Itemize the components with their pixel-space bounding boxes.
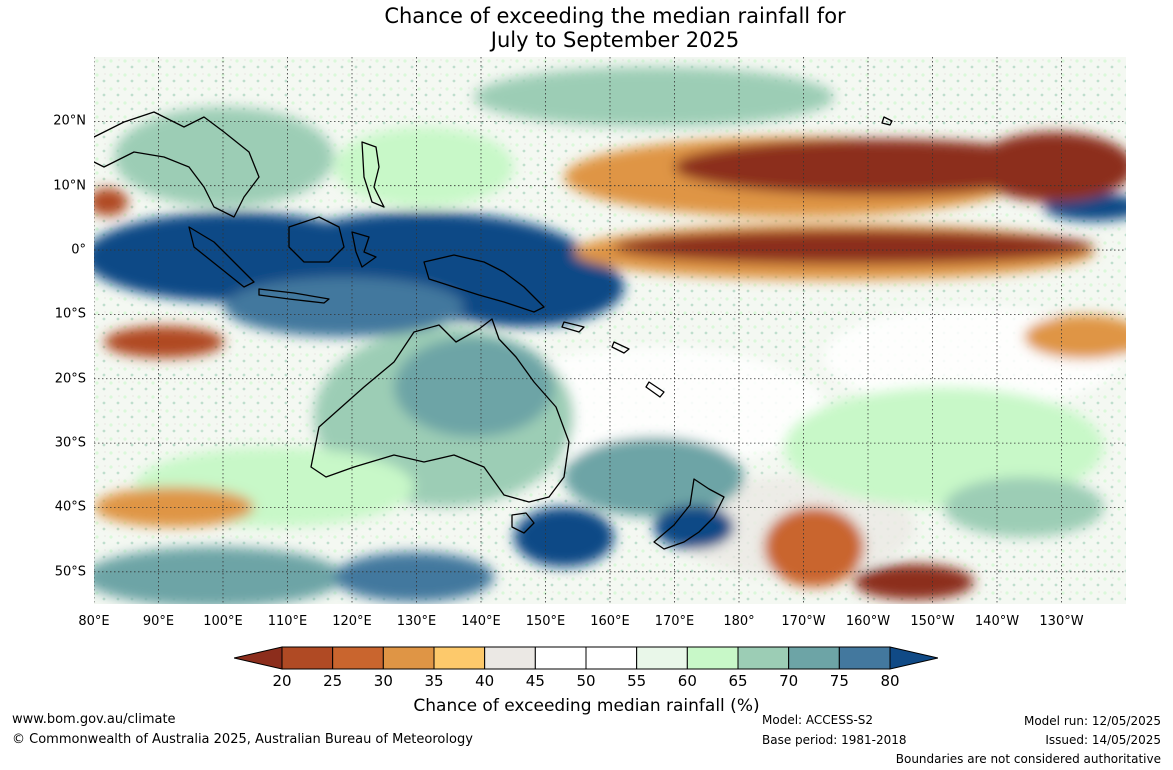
longitude-label: 150°E [525, 614, 566, 629]
longitude-label: 130°E [396, 614, 437, 629]
latitude-label: 10°N [53, 178, 86, 194]
colorbar-segment [686, 646, 739, 670]
longitude-label: 180° [723, 614, 755, 629]
colorbar-segment [585, 646, 638, 670]
colorbar-segment [281, 646, 334, 670]
colorbar-segment [382, 646, 435, 670]
longitude-label: 170°E [654, 614, 695, 629]
map-title: Chance of exceeding the median rainfall … [0, 4, 1173, 52]
latitude-label: 20°N [53, 113, 86, 129]
longitude-label: 130°W [1039, 614, 1084, 629]
probability-field [94, 67, 1126, 604]
latitude-label: 30°S [54, 435, 86, 451]
colorbar-segment [788, 646, 840, 670]
colorbar-segment [737, 646, 790, 670]
colorbar-tick-label: 75 [829, 672, 849, 690]
longitude-label: 100°E [203, 614, 243, 629]
longitude-label: 90°E [142, 614, 175, 629]
colorbar-segment [433, 646, 486, 670]
latitude-label: 40°S [54, 499, 86, 515]
footer-website: www.bom.gov.au/climate [12, 712, 176, 727]
colorbar-tick-label: 20 [272, 672, 292, 690]
colorbar-tick-label: 55 [627, 672, 647, 690]
graticule [94, 57, 1126, 604]
colorbar-tick-label: 80 [880, 672, 900, 690]
colorbar [234, 646, 938, 670]
colorbar-high-arrow [889, 646, 938, 670]
rainfall-outlook-map [94, 57, 1126, 604]
map-canvas [94, 57, 1126, 604]
footer-base-period: Base period: 1981-2018 [762, 733, 907, 747]
colorbar-tick-label: 30 [373, 672, 393, 690]
colorbar-tick-label: 70 [779, 672, 799, 690]
footer-model: Model: ACCESS-S2 [762, 713, 874, 727]
colorbar-low-arrow [234, 646, 283, 670]
longitude-label: 160°W [845, 614, 891, 629]
colorbar-segment [636, 646, 688, 670]
title-line-2: July to September 2025 [490, 28, 740, 52]
longitude-label: 150°W [910, 614, 955, 629]
colorbar-tick-label: 35 [424, 672, 444, 690]
colorbar-tick-label: 65 [728, 672, 748, 690]
latitude-label: 10°S [54, 306, 86, 322]
longitude-label: 120°E [332, 614, 372, 629]
latitude-label: 0° [71, 242, 86, 258]
colorbar-segment [838, 646, 891, 670]
colorbar-tick-label: 45 [525, 672, 545, 690]
footer-copyright: © Commonwealth of Australia 2025, Austra… [12, 732, 473, 747]
footer-disclaimer: Boundaries are not considered authoritat… [895, 752, 1161, 766]
colorbar-segment [484, 646, 536, 670]
footer-model-run: Model run: 12/05/2025 [1023, 714, 1161, 728]
longitude-label: 160°E [590, 614, 630, 629]
coastlines [94, 111, 893, 550]
colorbar-tick-label: 25 [323, 672, 343, 690]
colorbar-segment [534, 646, 587, 670]
longitude-label: 140°E [461, 614, 501, 629]
longitude-label: 80°E [78, 614, 110, 629]
latitude-label: 20°S [54, 371, 86, 387]
longitude-label: 110°E [267, 614, 308, 629]
colorbar-tick-label: 50 [576, 672, 596, 690]
longitude-label: 140°W [974, 614, 1020, 629]
colorbar-tick-label: 40 [475, 672, 495, 690]
footer-issued: Issued: 14/05/2025 [1045, 733, 1161, 747]
colorbar-tick-label: 60 [677, 672, 697, 690]
latitude-label: 50°S [54, 564, 86, 580]
title-line-1: Chance of exceeding the median rainfall … [384, 4, 846, 28]
colorbar-segment [332, 646, 384, 670]
colorbar-label: Chance of exceeding median rainfall (%) [413, 696, 760, 716]
longitude-label: 170°W [781, 614, 826, 629]
